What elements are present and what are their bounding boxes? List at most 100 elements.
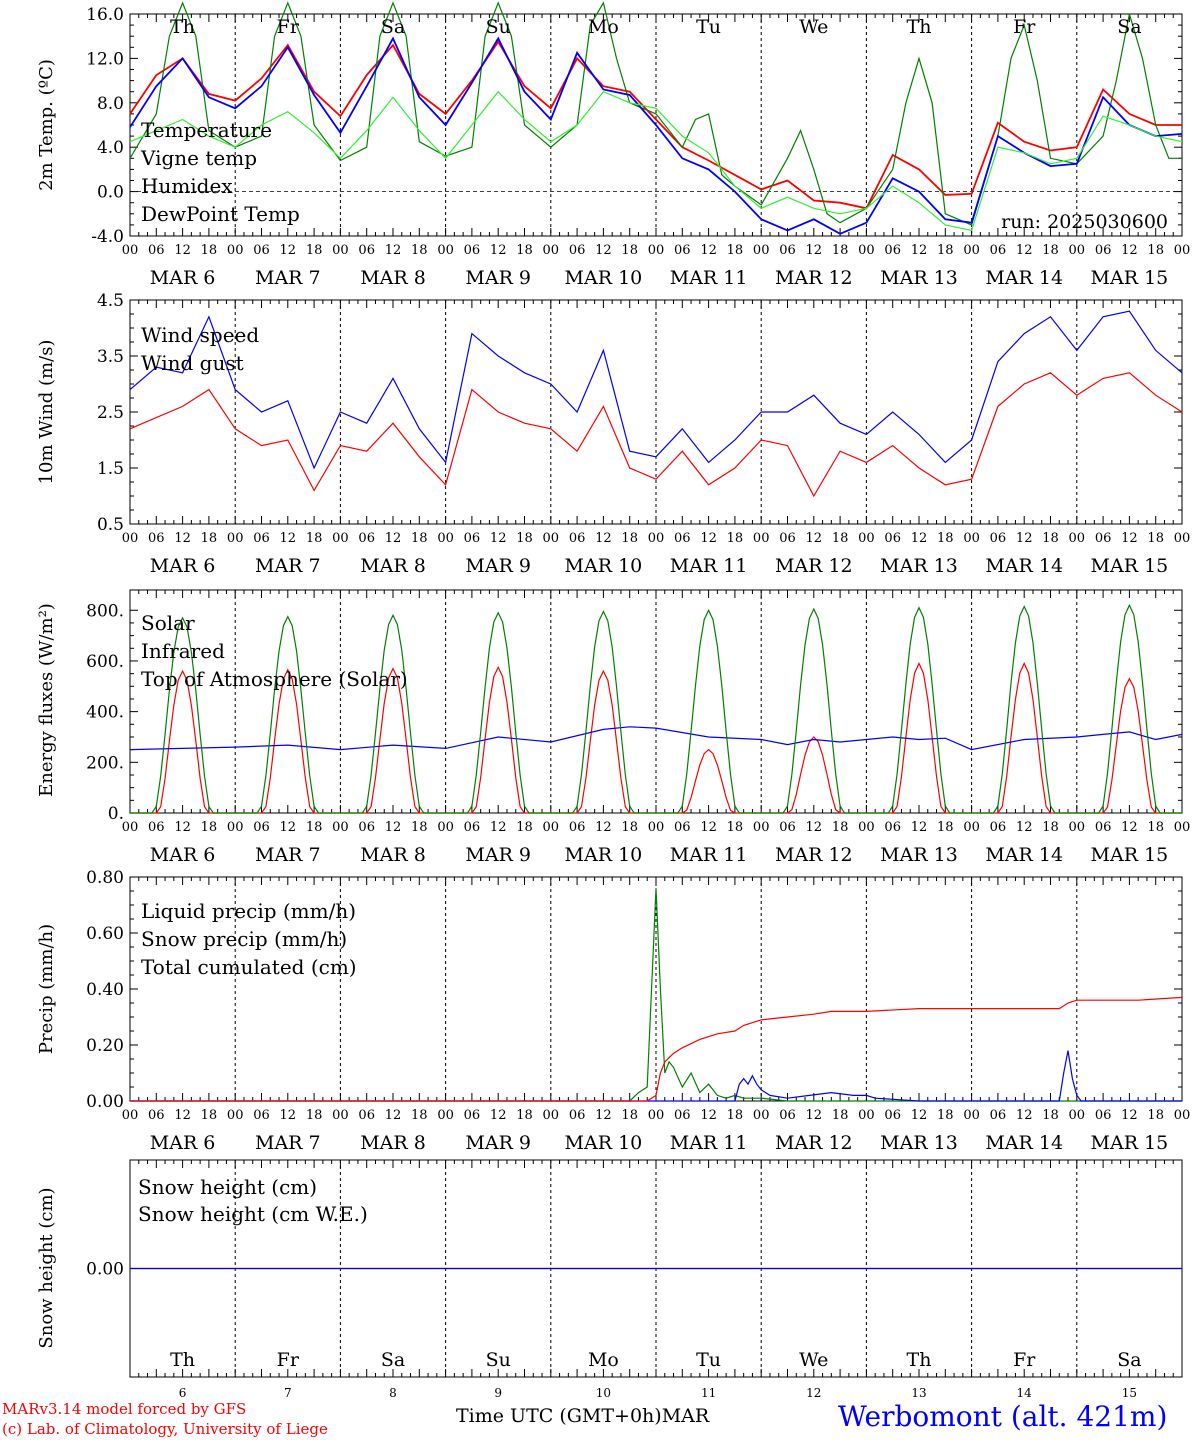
legend-entry: DewPoint Temp [141, 202, 300, 226]
weekday-label: We [799, 16, 828, 38]
hour-label: 18 [937, 243, 954, 258]
day-number-label: 12 [806, 1386, 821, 1400]
date-label: MAR 13 [880, 1132, 958, 1154]
weekday-label: Sa [1117, 16, 1141, 38]
date-label: MAR 11 [670, 844, 748, 866]
hour-label: 06 [148, 820, 165, 835]
panel-4 [129, 876, 1183, 1102]
hour-label: 06 [358, 1108, 375, 1123]
hour-label: 00 [437, 1108, 454, 1123]
date-label: MAR 7 [255, 555, 321, 577]
hour-label: 18 [1147, 531, 1164, 546]
weekday-label: Mo [588, 16, 619, 38]
y-axis-title: Energy fluxes (W/m²) [36, 603, 57, 797]
hour-label: 12 [174, 1108, 191, 1123]
hour-label: 18 [937, 531, 954, 546]
date-label: MAR 11 [670, 555, 748, 577]
hour-label: 00 [332, 531, 349, 546]
hour-label: 06 [1095, 820, 1112, 835]
hour-label: 06 [253, 243, 270, 258]
hour-label: 18 [1147, 1108, 1164, 1123]
hour-label: 12 [174, 243, 191, 258]
hour-label: 18 [411, 1108, 428, 1123]
hour-label: 12 [700, 1108, 717, 1123]
hour-label: 12 [806, 820, 823, 835]
date-label: MAR 11 [670, 1132, 748, 1154]
hour-label: 06 [253, 531, 270, 546]
hour-label: 12 [490, 531, 507, 546]
hour-label: 00 [858, 531, 875, 546]
hour-label: 00 [227, 820, 244, 835]
legend-entry: Top of Atmosphere (Solar) [141, 667, 408, 691]
series-line-total-cumulated-cm [130, 996, 1183, 1102]
hour-label: 18 [201, 1108, 218, 1123]
hour-label: 06 [1095, 243, 1112, 258]
model-credit: MARv3.14 model forced by GFS (c) Lab. of… [2, 1399, 328, 1439]
hour-label: 18 [1147, 243, 1164, 258]
hour-label: 06 [674, 243, 691, 258]
hour-label: 06 [569, 531, 586, 546]
hour-label: 06 [569, 243, 586, 258]
date-label: MAR 14 [985, 844, 1063, 866]
hour-label: 12 [1016, 243, 1033, 258]
y-tick-label: 0.00 [86, 1092, 124, 1112]
hour-label: 12 [911, 243, 928, 258]
hour-label: 00 [1174, 243, 1191, 258]
y-tick-label: 16.0 [86, 5, 124, 25]
date-label: MAR 8 [360, 555, 426, 577]
hour-label: 18 [621, 820, 638, 835]
y-tick-label: 0.00 [86, 1260, 124, 1280]
hour-label: 12 [280, 531, 297, 546]
hour-label: 00 [753, 1108, 770, 1123]
hour-label: 18 [1042, 820, 1059, 835]
hour-label: 12 [595, 243, 612, 258]
day-number-label: 15 [1122, 1386, 1137, 1400]
y-tick-label: -4.0 [91, 227, 124, 247]
legend-entry: Snow height (cm) [138, 1175, 317, 1199]
hour-label: 06 [884, 531, 901, 546]
hour-label: 18 [201, 243, 218, 258]
day-number-label: 11 [701, 1386, 716, 1400]
panel-frame [129, 589, 1183, 814]
hour-label: 00 [1069, 243, 1086, 258]
hour-label: 00 [1174, 531, 1191, 546]
run-label: run: 2025030600 [1001, 211, 1168, 233]
panel-1 [129, 1, 1183, 237]
hour-label: 00 [963, 1108, 980, 1123]
series-line-vigne-temp [129, 1, 1182, 226]
weekday-label: Tu [696, 1349, 721, 1371]
date-label: MAR 10 [565, 844, 643, 866]
hour-label: 00 [858, 243, 875, 258]
day-number-label: 8 [389, 1386, 397, 1400]
hour-label: 18 [411, 531, 428, 546]
weekday-label: Su [486, 1349, 511, 1371]
hour-label: 18 [937, 1108, 954, 1123]
y-axis-title: 10m Wind (m/s) [36, 340, 57, 485]
hour-label: 06 [674, 820, 691, 835]
time-axis-month: MAR [661, 1405, 710, 1427]
weekday-label: Th [170, 16, 195, 38]
hour-label: 06 [884, 1108, 901, 1123]
hour-label: 06 [464, 243, 481, 258]
hour-label: 18 [621, 531, 638, 546]
date-label: MAR 15 [1091, 555, 1169, 577]
y-axis-title: Precip (mm/h) [36, 924, 57, 1054]
hour-label: 18 [516, 531, 533, 546]
panel-3 [129, 589, 1183, 814]
legend-entry: Humidex [141, 174, 233, 198]
legend-entry: Liquid precip (mm/h) [141, 899, 356, 923]
hour-label: 18 [832, 1108, 849, 1123]
hour-label: 06 [990, 243, 1007, 258]
y-tick-label: 800. [86, 601, 124, 621]
hour-label: 12 [1016, 820, 1033, 835]
legend-entry: Solar [141, 611, 195, 635]
hour-label: 06 [779, 1108, 796, 1123]
hour-label: 06 [779, 243, 796, 258]
hour-label: 00 [753, 531, 770, 546]
series-line-top-of-atmosphere-solar [130, 603, 1182, 814]
hour-label: 06 [1095, 531, 1112, 546]
hour-label: 06 [464, 1108, 481, 1123]
hour-label: 12 [280, 1108, 297, 1123]
hour-label: 18 [306, 243, 323, 258]
